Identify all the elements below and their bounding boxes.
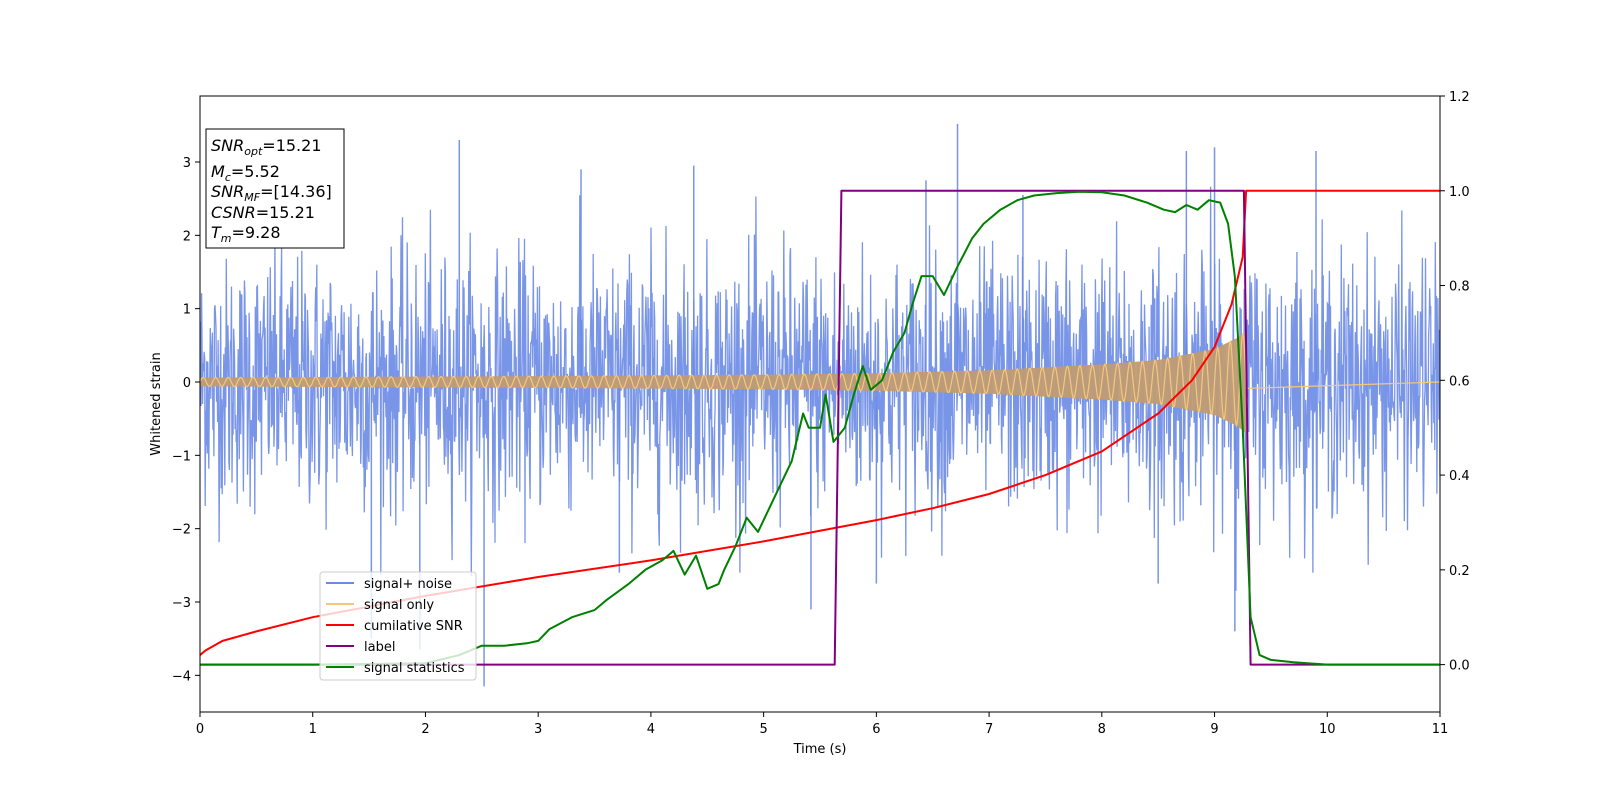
info-tm: Tm=9.28 [211,223,281,245]
legend-label: label [364,640,395,655]
legend-label: signal statistics [364,661,465,676]
info-snr-mf: SNRMF=[14.36] [211,182,332,204]
y-tick-label: −1 [172,449,191,464]
x-tick-label: 5 [759,722,767,737]
legend-entry-signal-noise: signal+ noise [326,577,452,592]
x-tick-label: 7 [985,722,993,737]
y2-tick-label: 1.0 [1449,185,1470,200]
legend-label: signal only [364,598,434,613]
series-label [200,189,1440,666]
plot-area [200,123,1440,687]
x-tick-label: 3 [534,722,542,737]
y-tick-label: 0 [183,376,191,391]
y2-tick-label: 0.0 [1449,659,1470,674]
y2-tick-label: 0.6 [1449,374,1470,389]
y-tick-label: 2 [183,229,191,244]
legend-frame [319,571,477,681]
y-tick-label: −2 [172,523,191,538]
y-axis-right: 0.0 0.2 0.4 0.6 0.8 1.0 1.2 [1440,90,1470,674]
info-mc: Mc=5.52 [211,162,280,184]
y2-tick-label: 0.4 [1449,469,1470,484]
legend-entry-signal-only: signal only [326,598,434,613]
info-box: SNRopt=15.21 Mc=5.52 SNRMF=[14.36] CSNR=… [205,128,345,249]
x-tick-label: 10 [1319,722,1336,737]
y2-tick-label: 0.8 [1449,280,1470,295]
legend-entry-signal-statistics: signal statistics [326,661,465,676]
x-tick-label: 8 [1098,722,1106,737]
legend-entry-label: label [326,640,395,655]
x-tick-label: 11 [1432,722,1449,737]
x-axis-label: Time (s) [793,742,847,757]
x-tick-label: 6 [872,722,880,737]
x-tick-label: 9 [1210,722,1218,737]
series-signal-statistics [200,190,1440,666]
info-csnr: CSNR=15.21 [211,203,315,222]
series-signal-only [200,332,1440,428]
info-box-frame [205,128,345,249]
legend-label: signal+ noise [364,577,452,592]
series-signal-only-envelope [200,330,1247,434]
x-axis: 0 1 2 3 4 5 6 7 8 9 10 11 [196,712,1448,737]
y-axis-label: Whitened strain [149,352,164,455]
series-cumilative-snr [200,189,1440,656]
y-tick-label: 1 [183,303,191,318]
info-snr-opt: SNRopt=15.21 [211,136,322,158]
x-tick-label: 4 [647,722,655,737]
y-tick-label: 3 [183,156,191,171]
x-tick-label: 0 [196,722,204,737]
plot-frame [199,95,1441,713]
y2-tick-label: 1.2 [1449,90,1470,105]
y-tick-label: −3 [172,596,191,611]
legend: signal+ noise signal only cumilative SNR… [319,571,477,681]
y2-tick-label: 0.2 [1449,564,1470,579]
x-tick-label: 2 [421,722,429,737]
legend-label: cumilative SNR [364,619,463,634]
x-tick-label: 1 [309,722,317,737]
legend-entry-cumilative-snr: cumilative SNR [326,619,463,634]
y-axis-left: −4 −3 −2 −1 0 1 2 3 [172,156,200,684]
y-tick-label: −4 [172,669,191,684]
